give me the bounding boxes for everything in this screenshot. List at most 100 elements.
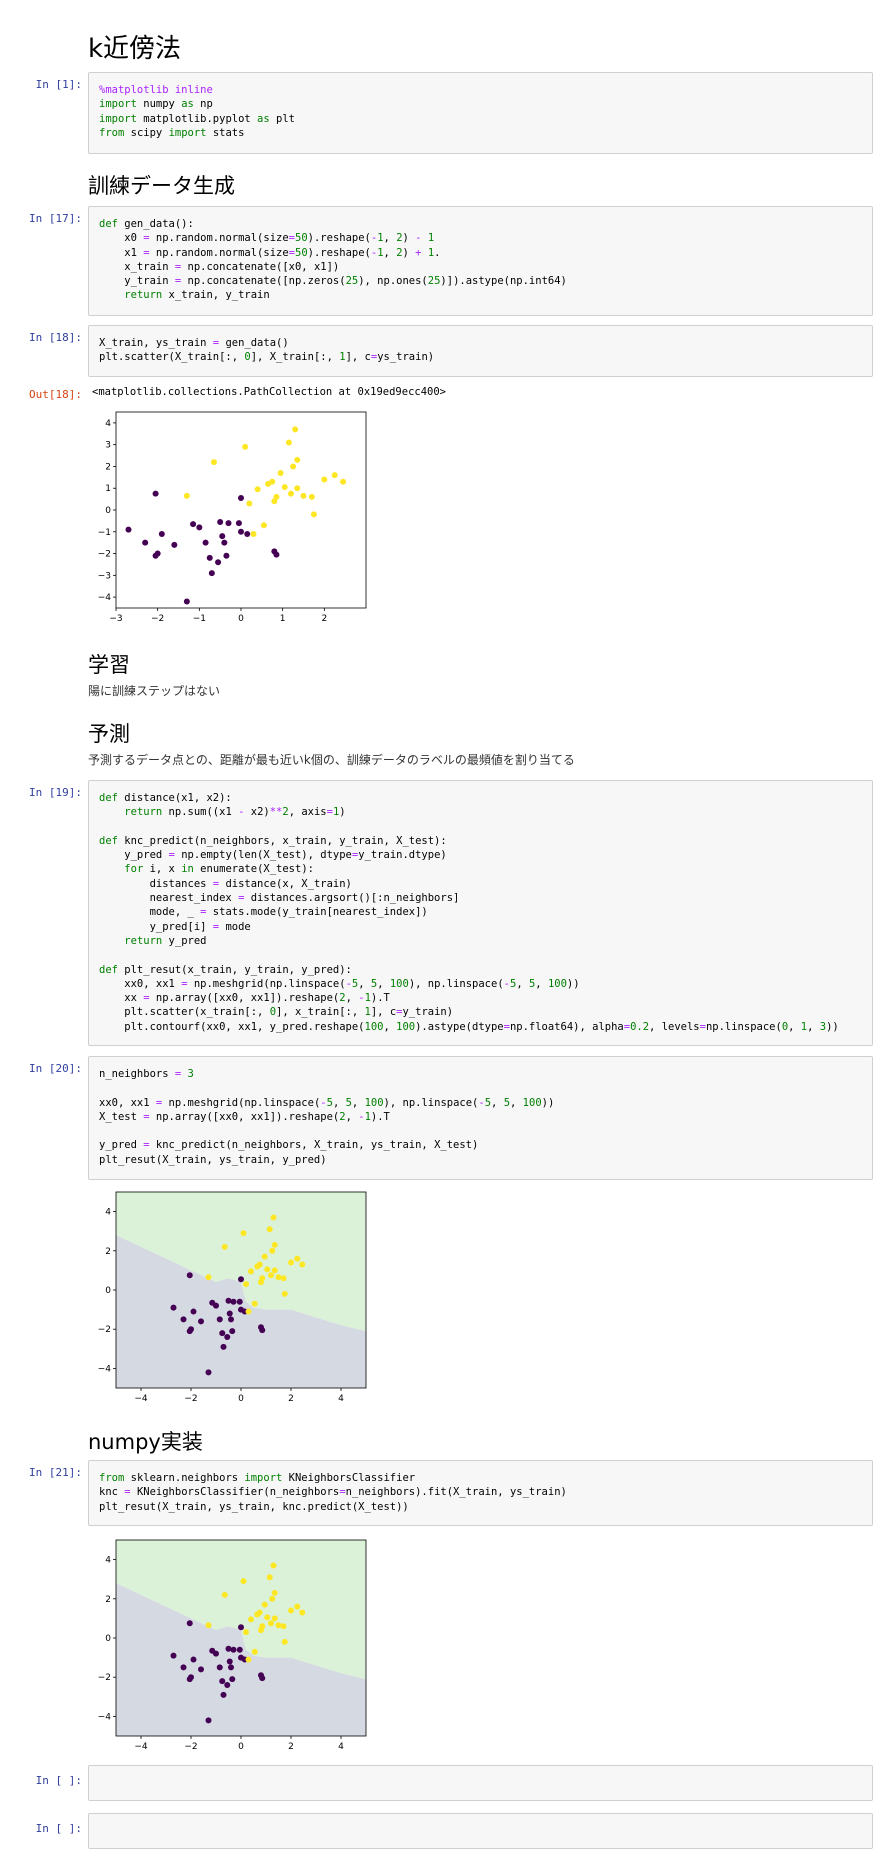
code-line: import matplotlib.pyplot as plt — [99, 112, 295, 125]
point-class0 — [216, 1316, 223, 1323]
scatter-plot-train: −3 −2 −1 0 1 2 −4 −3 −2 −1 0 1 2 3 4 — [98, 411, 367, 624]
point-class1 — [245, 1308, 252, 1315]
point-class0 — [208, 570, 215, 577]
point-class1 — [292, 426, 299, 433]
point-class1 — [243, 1629, 249, 1636]
y-tick-label: 0 — [105, 506, 111, 516]
point-class1 — [261, 1601, 268, 1608]
code-cell-20[interactable]: n_neighbors = 3 xx0, xx1 = np.meshgrid(n… — [88, 1056, 873, 1180]
y-tick-label: 4 — [105, 1208, 111, 1218]
prompt-out-18: Out[18]: — [29, 388, 82, 401]
point-class1 — [270, 1214, 277, 1221]
point-class0 — [202, 539, 209, 546]
point-class1 — [268, 1620, 274, 1627]
point-class0 — [170, 1652, 177, 1659]
code-cell-empty-1[interactable] — [88, 1765, 873, 1801]
point-class0 — [228, 1316, 234, 1323]
point-class1 — [331, 472, 338, 479]
point-class1 — [294, 1603, 301, 1610]
x-tick-label: −2 — [184, 1742, 197, 1752]
code-cell-19[interactable]: def distance(x1, x2): return np.sum((x1 … — [88, 780, 873, 1046]
point-class0 — [230, 1298, 237, 1305]
x-tick-label: 0 — [238, 614, 244, 624]
point-class0 — [142, 539, 149, 546]
point-class0 — [186, 1620, 193, 1627]
point-class1 — [210, 459, 217, 466]
point-class0 — [226, 1658, 233, 1665]
learning-note: 陽に訓練ステップはない — [88, 684, 221, 698]
code-line: y_train = np.concatenate([np.zeros(25), … — [99, 275, 567, 288]
code-line: return y_pred — [124, 934, 207, 947]
point-class1 — [280, 1623, 287, 1630]
y-tick-label: −4 — [98, 1364, 112, 1374]
code-cell-17[interactable]: def gen_data(): x0 = np.random.normal(si… — [88, 206, 873, 316]
point-class1 — [340, 478, 347, 485]
point-class1 — [245, 1656, 252, 1663]
point-class0 — [221, 539, 228, 546]
output-text-18: <matplotlib.collections.PathCollection a… — [92, 386, 447, 398]
point-class0 — [238, 1276, 244, 1283]
point-class0 — [217, 518, 224, 525]
region-class1 — [116, 1540, 366, 1680]
code-line: X_test = np.array([xx0, xx1]).reshape(2,… — [99, 1110, 390, 1123]
point-class1 — [205, 1622, 212, 1629]
y-tick-label: 1 — [105, 484, 111, 494]
heading-predict: 予測 — [88, 722, 130, 746]
point-class1 — [264, 1614, 271, 1621]
point-class1 — [256, 1261, 263, 1268]
code-line: plt_resut(X_train, ys_train, y_pred) — [99, 1153, 327, 1166]
point-class1 — [300, 492, 307, 499]
code-line: y_pred = knc_predict(n_neighbors, X_trai… — [99, 1139, 479, 1152]
point-class1 — [264, 1266, 271, 1273]
point-class0 — [205, 1717, 212, 1724]
y-tick-label: 4 — [105, 419, 111, 429]
point-class1 — [285, 439, 292, 446]
point-class0 — [152, 490, 159, 497]
code-line: from scipy import stats — [99, 126, 245, 139]
point-class1 — [221, 1243, 228, 1250]
point-class0 — [216, 1664, 223, 1671]
knn-decision-plot-sklearn: −4 −2 0 2 4 −4 −2 0 2 4 — [98, 1539, 367, 1752]
point-class0 — [236, 1646, 243, 1653]
point-class1 — [321, 476, 328, 483]
code-cell-21[interactable]: from sklearn.neighbors import KNeighbors… — [88, 1460, 873, 1526]
code-cell-18[interactable]: X_train, ys_train = gen_data() plt.scatte… — [88, 325, 873, 377]
point-class0 — [188, 1326, 194, 1333]
point-class0 — [219, 1678, 226, 1685]
y-tick-label: −2 — [98, 1673, 111, 1683]
y-tick-label: 0 — [105, 1286, 111, 1296]
code-line: def knc_predict(n_neighbors, x_train, y_… — [99, 834, 447, 847]
x-tick-label: 2 — [288, 1394, 294, 1404]
point-class0 — [225, 1297, 232, 1304]
point-class1 — [259, 1275, 266, 1282]
point-class1 — [271, 1615, 278, 1622]
code-cell-empty-2[interactable] — [88, 1813, 873, 1849]
code-line: plt.scatter(X_train[:, 0], X_train[:, 1]… — [99, 351, 435, 364]
y-tick-label: −2 — [98, 550, 111, 560]
code-line: y_pred[i] = mode — [99, 920, 251, 933]
point-class0 — [238, 1624, 244, 1631]
x-tick-label: 4 — [338, 1394, 344, 1404]
point-class0 — [224, 1682, 231, 1689]
point-class1 — [248, 1268, 254, 1275]
point-class1 — [261, 1253, 268, 1260]
point-class0 — [244, 530, 251, 537]
point-class1 — [240, 1578, 247, 1585]
point-class1 — [288, 1607, 294, 1614]
x-tick-label: −3 — [109, 614, 122, 624]
code-line: plt.contourf(xx0, xx1, y_pred.reshape(10… — [99, 1020, 839, 1033]
code-line: x1 = np.random.normal(size=50).reshape(-… — [99, 246, 441, 259]
point-class0 — [190, 1656, 197, 1663]
point-class1 — [308, 493, 315, 500]
code-line: distances = distance(x, X_train) — [99, 877, 352, 890]
point-class1 — [271, 1267, 278, 1274]
prompt-in-1: In [1]: — [35, 78, 82, 91]
code-line: xx0, xx1 = np.meshgrid(np.linspace(-5, 5… — [99, 1096, 555, 1109]
code-line: def plt_resut(x_train, y_train, y_pred): — [99, 963, 352, 976]
prompt-empty-1: In [ ]: — [35, 1774, 82, 1787]
plot-frame — [115, 411, 367, 609]
x-tick-label: 2 — [288, 1742, 294, 1752]
point-class0 — [225, 520, 232, 527]
x-tick-label: 4 — [338, 1742, 344, 1752]
code-cell-1[interactable]: %matplotlib inline import numpy as np impo… — [88, 72, 873, 154]
